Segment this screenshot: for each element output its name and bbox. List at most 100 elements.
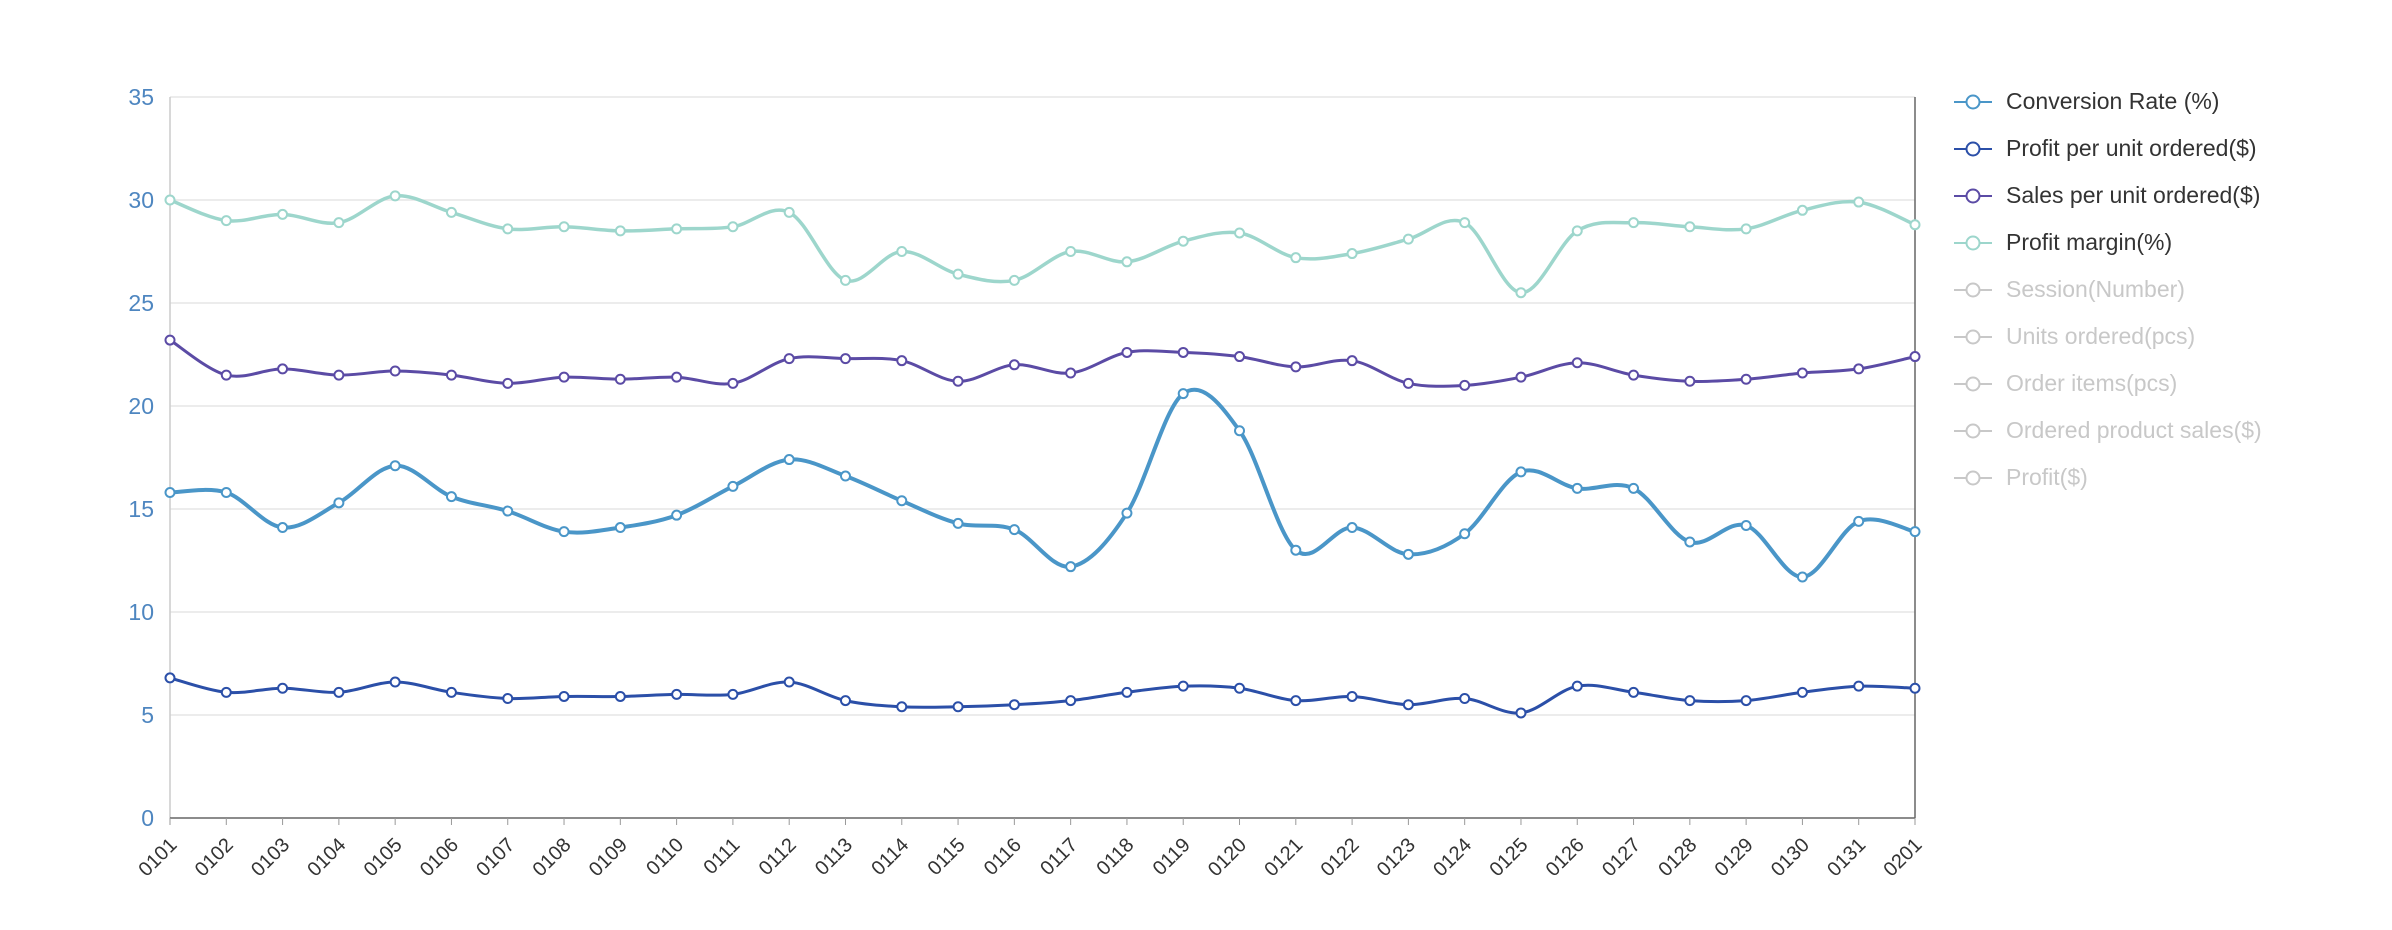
data-point-marker[interactable] [1290, 695, 1302, 707]
data-point-marker[interactable] [558, 221, 570, 233]
data-point-marker[interactable] [1684, 375, 1696, 387]
data-point-marker[interactable] [558, 526, 570, 538]
legend-item-ordered-product-sales[interactable]: Ordered product sales($) [1952, 407, 2262, 454]
data-point-marker[interactable] [1459, 217, 1471, 229]
data-point-marker[interactable] [1909, 219, 1921, 231]
data-point-marker[interactable] [614, 225, 626, 237]
data-point-marker[interactable] [727, 480, 739, 492]
data-point-marker[interactable] [896, 701, 908, 713]
data-point-marker[interactable] [1796, 686, 1808, 698]
data-point-marker[interactable] [1346, 522, 1358, 534]
data-point-marker[interactable] [1290, 252, 1302, 264]
data-point-marker[interactable] [1121, 507, 1133, 519]
data-point-marker[interactable] [333, 217, 345, 229]
data-point-marker[interactable] [277, 363, 289, 375]
data-point-marker[interactable] [1853, 363, 1865, 375]
data-point-marker[interactable] [502, 693, 514, 705]
data-point-marker[interactable] [1515, 466, 1527, 478]
data-point-marker[interactable] [1177, 235, 1189, 247]
data-point-marker[interactable] [671, 371, 683, 383]
data-point-marker[interactable] [1515, 287, 1527, 299]
data-point-marker[interactable] [1571, 482, 1583, 494]
data-point-marker[interactable] [1684, 695, 1696, 707]
data-point-marker[interactable] [1177, 346, 1189, 358]
data-point-marker[interactable] [1515, 371, 1527, 383]
data-point-marker[interactable] [1628, 686, 1640, 698]
data-point-marker[interactable] [839, 695, 851, 707]
data-point-marker[interactable] [220, 686, 232, 698]
data-point-marker[interactable] [1008, 359, 1020, 371]
data-point-marker[interactable] [614, 522, 626, 534]
data-point-marker[interactable] [1121, 686, 1133, 698]
data-point-marker[interactable] [896, 355, 908, 367]
legend-item-order-items-pcs[interactable]: Order items(pcs) [1952, 360, 2262, 407]
data-point-marker[interactable] [1740, 373, 1752, 385]
data-point-marker[interactable] [671, 223, 683, 235]
data-point-marker[interactable] [1796, 204, 1808, 216]
data-point-marker[interactable] [1459, 528, 1471, 540]
data-point-marker[interactable] [727, 221, 739, 233]
data-point-marker[interactable] [164, 334, 176, 346]
data-point-marker[interactable] [220, 369, 232, 381]
data-point-marker[interactable] [952, 375, 964, 387]
data-point-marker[interactable] [277, 682, 289, 694]
data-point-marker[interactable] [220, 215, 232, 227]
data-point-marker[interactable] [558, 690, 570, 702]
data-point-marker[interactable] [1402, 233, 1414, 245]
data-point-marker[interactable] [1515, 707, 1527, 719]
data-point-marker[interactable] [839, 470, 851, 482]
data-point-marker[interactable] [164, 487, 176, 499]
data-point-marker[interactable] [502, 223, 514, 235]
data-point-marker[interactable] [1402, 699, 1414, 711]
data-point-marker[interactable] [389, 460, 401, 472]
data-point-marker[interactable] [164, 194, 176, 206]
data-point-marker[interactable] [614, 690, 626, 702]
data-point-marker[interactable] [1234, 425, 1246, 437]
legend-item-sales-per-unit-ordered[interactable]: Sales per unit ordered($) [1952, 172, 2262, 219]
data-point-marker[interactable] [1628, 482, 1640, 494]
data-point-marker[interactable] [1740, 223, 1752, 235]
data-point-marker[interactable] [1177, 680, 1189, 692]
data-point-marker[interactable] [1346, 690, 1358, 702]
data-point-marker[interactable] [1909, 351, 1921, 363]
data-point-marker[interactable] [277, 208, 289, 220]
data-point-marker[interactable] [1234, 227, 1246, 239]
data-point-marker[interactable] [671, 688, 683, 700]
data-point-marker[interactable] [445, 491, 457, 503]
data-point-marker[interactable] [220, 487, 232, 499]
data-point-marker[interactable] [783, 676, 795, 688]
data-point-marker[interactable] [1909, 682, 1921, 694]
data-point-marker[interactable] [952, 701, 964, 713]
data-point-marker[interactable] [1740, 519, 1752, 531]
data-point-marker[interactable] [1290, 544, 1302, 556]
data-point-marker[interactable] [333, 686, 345, 698]
data-point-marker[interactable] [1008, 699, 1020, 711]
data-point-marker[interactable] [727, 688, 739, 700]
data-point-marker[interactable] [1121, 256, 1133, 268]
legend-item-conversion-rate[interactable]: Conversion Rate (%) [1952, 78, 2262, 125]
data-point-marker[interactable] [1065, 695, 1077, 707]
line-chart-plot-area[interactable]: 0 5 10 15 20 25 30 35 0101 0102 0103 0104 0105 0106 01… [0, 0, 1960, 930]
data-point-marker[interactable] [1628, 369, 1640, 381]
data-point-marker[interactable] [1571, 357, 1583, 369]
data-point-marker[interactable] [1065, 561, 1077, 573]
data-point-marker[interactable] [1234, 351, 1246, 363]
data-point-marker[interactable] [502, 505, 514, 517]
legend-item-units-ordered-pcs[interactable]: Units ordered(pcs) [1952, 313, 2262, 360]
data-point-marker[interactable] [1571, 225, 1583, 237]
data-point-marker[interactable] [1402, 548, 1414, 560]
data-point-marker[interactable] [1346, 248, 1358, 260]
data-point-marker[interactable] [1121, 346, 1133, 358]
data-point-marker[interactable] [1065, 367, 1077, 379]
data-point-marker[interactable] [445, 686, 457, 698]
legend-item-session-number[interactable]: Session(Number) [1952, 266, 2262, 313]
data-point-marker[interactable] [1234, 682, 1246, 694]
data-point-marker[interactable] [1684, 221, 1696, 233]
data-point-marker[interactable] [389, 190, 401, 202]
data-point-marker[interactable] [1796, 367, 1808, 379]
data-point-marker[interactable] [1008, 274, 1020, 286]
data-point-marker[interactable] [896, 495, 908, 507]
data-point-marker[interactable] [839, 353, 851, 365]
data-point-marker[interactable] [389, 676, 401, 688]
data-point-marker[interactable] [952, 268, 964, 280]
